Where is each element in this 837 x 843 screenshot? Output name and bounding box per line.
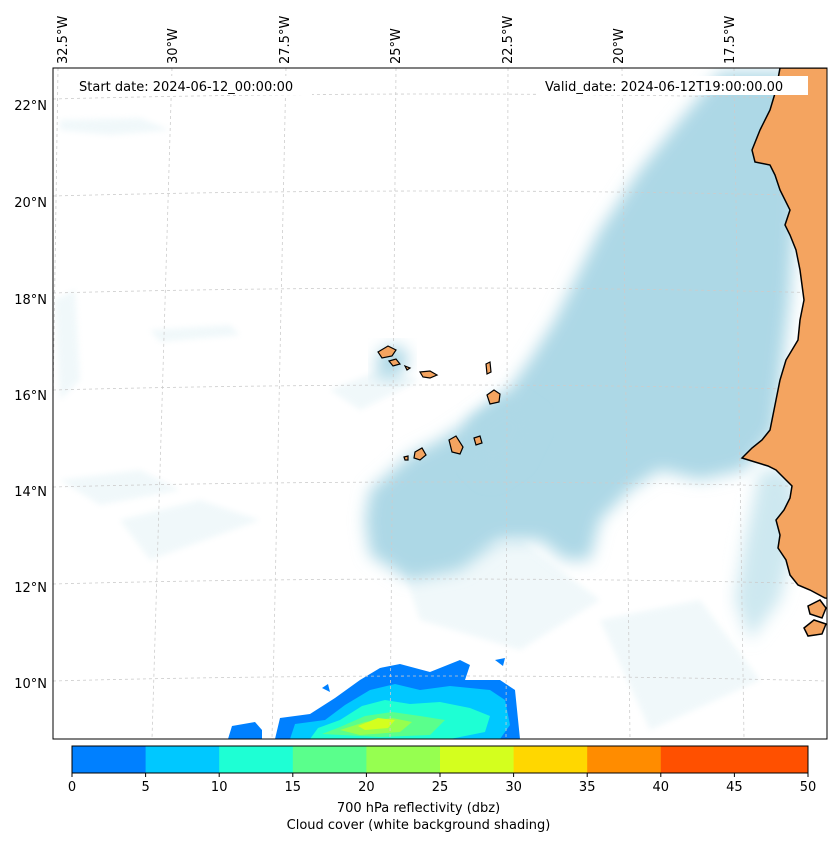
colorbar-segment xyxy=(145,746,220,773)
colorbar-tick-label: 25 xyxy=(432,780,449,795)
colorbar-tick-label: 35 xyxy=(579,780,596,795)
colorbar-segment xyxy=(72,746,147,773)
map-frame xyxy=(52,67,828,740)
lat-label: 12°N xyxy=(14,581,47,596)
colorbar-segment xyxy=(587,746,662,773)
lat-label: 22°N xyxy=(14,99,47,114)
africa-coast xyxy=(740,68,827,637)
lat-label: 16°N xyxy=(14,389,47,404)
start-date-box: Start date: 2024-06-12_00:00:00 xyxy=(72,76,312,95)
colorbar-segment xyxy=(734,746,809,773)
map-content xyxy=(53,68,827,739)
colorbar-sublabel: Cloud cover (white background shading) xyxy=(286,818,551,833)
colorbar: 0 5 10 15 20 25 30 35 40 45 50 xyxy=(68,745,817,795)
lon-label: 20°W xyxy=(612,28,627,64)
graticule xyxy=(53,68,827,739)
colorbar-tick-label: 50 xyxy=(800,780,817,795)
lon-label: 17.5°W xyxy=(723,16,738,64)
colorbar-segment xyxy=(219,746,294,773)
longitude-labels: 32.5°W 30°W 27.5°W 25°W 22.5°W 20°W 17.5… xyxy=(56,16,738,64)
lat-label: 18°N xyxy=(14,293,47,308)
colorbar-label: 700 hPa reflectivity (dbz) xyxy=(336,801,501,816)
colorbar-tick-label: 30 xyxy=(505,780,522,795)
valid-date-box: Valid_date: 2024-06-12T19:00:00.00 xyxy=(538,76,808,95)
lat-label: 10°N xyxy=(14,677,47,692)
colorbar-segment xyxy=(513,746,588,773)
colorbar-tick-label: 10 xyxy=(211,780,228,795)
lon-label: 22.5°W xyxy=(501,16,516,64)
lon-label: 27.5°W xyxy=(278,16,293,64)
reflectivity-contours xyxy=(228,658,520,739)
colorbar-segment xyxy=(660,746,735,773)
latitude-labels: 22°N 20°N 18°N 16°N 14°N 12°N 10°N xyxy=(14,99,47,692)
colorbar-segment xyxy=(366,746,441,773)
colorbar-tick-label: 40 xyxy=(653,780,670,795)
colorbar-segment xyxy=(292,746,367,773)
lat-label: 14°N xyxy=(14,485,47,500)
colorbar-tick-label: 5 xyxy=(141,780,149,795)
lon-label: 30°W xyxy=(166,28,181,64)
lon-label: 25°W xyxy=(389,28,404,64)
lon-label: 32.5°W xyxy=(56,16,71,64)
colorbar-tick-label: 45 xyxy=(726,780,743,795)
valid-date-text: Valid_date: 2024-06-12T19:00:00.00 xyxy=(545,80,783,95)
colorbar-tick-label: 0 xyxy=(68,780,76,795)
cape-verde-islands xyxy=(377,345,501,461)
colorbar-tick-label: 20 xyxy=(358,780,375,795)
lat-label: 20°N xyxy=(14,196,47,211)
start-date-text: Start date: 2024-06-12_00:00:00 xyxy=(79,80,293,95)
colorbar-segment xyxy=(440,746,515,773)
colorbar-tick-label: 15 xyxy=(285,780,302,795)
